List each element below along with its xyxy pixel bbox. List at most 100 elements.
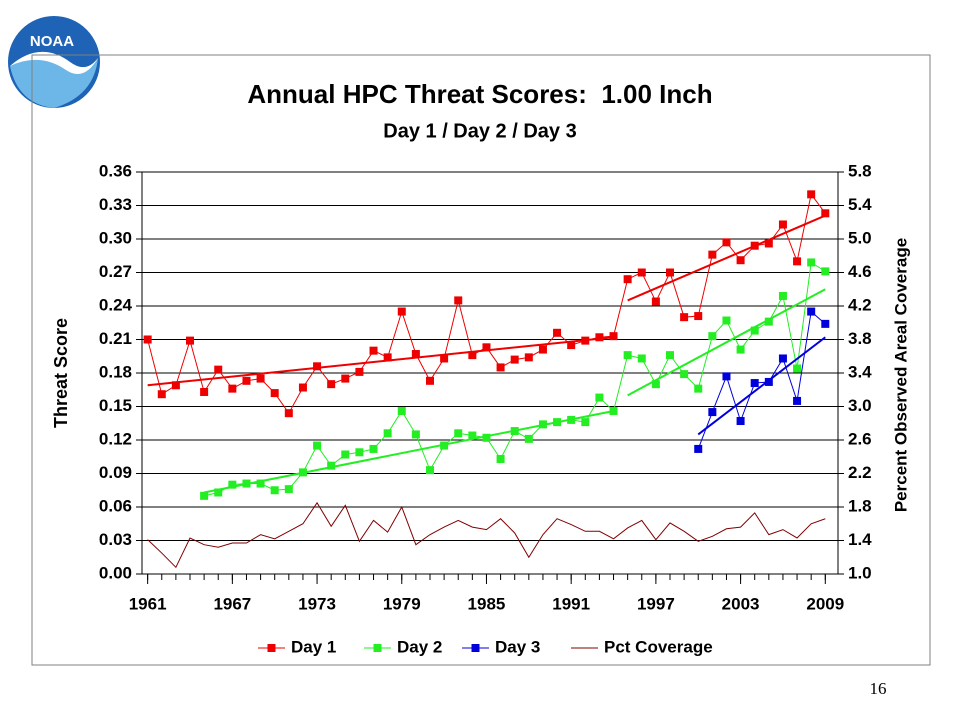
y-tick-label: 0.12 [99, 429, 132, 448]
x-tick-label: 1997 [637, 594, 675, 613]
y2-tick-label: 2.2 [848, 463, 872, 482]
marker [651, 297, 660, 306]
marker [524, 353, 533, 362]
marker [524, 434, 533, 443]
marker [171, 381, 180, 390]
marker [355, 367, 364, 376]
marker [694, 384, 703, 393]
trend-line [627, 214, 826, 302]
y-tick-label: 0.30 [99, 228, 132, 247]
marker [482, 343, 491, 352]
marker [778, 354, 787, 363]
marker [778, 220, 787, 229]
marker [468, 351, 477, 360]
marker [637, 268, 646, 277]
legend-marker [373, 644, 382, 652]
marker [666, 268, 674, 277]
marker [821, 209, 830, 218]
legend-marker [471, 644, 480, 652]
marker [369, 346, 378, 355]
marker [284, 485, 293, 494]
y2-tick-label: 1.8 [848, 496, 872, 515]
marker [764, 239, 773, 248]
marker [651, 380, 660, 389]
series-line [697, 310, 826, 450]
y-tick-label: 0.36 [99, 161, 132, 180]
series-line [147, 501, 826, 569]
x-tick-label: 2009 [806, 594, 844, 613]
marker [538, 420, 547, 429]
x-tick-label: 1973 [298, 594, 336, 613]
legend-marker [267, 644, 276, 652]
trend-line [697, 336, 826, 436]
marker [369, 444, 378, 453]
marker [708, 250, 717, 259]
marker [454, 429, 463, 438]
y2-tick-label: 3.8 [848, 329, 872, 348]
y-tick-label: 0.03 [99, 530, 132, 549]
marker [383, 353, 392, 362]
y2-tick-label: 3.4 [848, 362, 872, 381]
legend-label: Pct Coverage [604, 637, 713, 656]
marker [298, 468, 307, 477]
x-tick-label: 1979 [383, 594, 421, 613]
marker [256, 374, 265, 383]
marker [200, 387, 209, 396]
marker [807, 307, 816, 316]
chart-frame [31, 54, 931, 666]
marker [708, 408, 717, 417]
marker [228, 384, 237, 393]
marker [609, 332, 618, 341]
marker [143, 335, 152, 344]
marker [764, 377, 773, 386]
y-tick-label: 0.09 [99, 463, 132, 482]
logo-text: NOAA [30, 33, 74, 50]
marker [680, 370, 689, 379]
marker [270, 486, 279, 495]
marker [538, 345, 547, 354]
page-number: 16 [870, 679, 887, 698]
marker [327, 380, 336, 389]
marker [228, 480, 237, 489]
marker [496, 363, 505, 372]
marker [383, 429, 392, 438]
marker [722, 316, 731, 325]
marker [411, 430, 420, 439]
marker [327, 461, 336, 470]
marker [482, 433, 491, 442]
marker [736, 256, 745, 265]
marker [807, 258, 816, 267]
marker [821, 319, 830, 328]
marker [200, 491, 209, 500]
legend-label: Day 3 [495, 637, 540, 656]
marker [595, 393, 604, 402]
y2-tick-label: 5.8 [848, 161, 872, 180]
marker [313, 362, 322, 371]
y2-tick-label: 5.4 [848, 195, 872, 214]
y2-tick-label: 4.6 [848, 262, 872, 281]
marker [313, 441, 322, 450]
marker [623, 351, 632, 360]
marker [157, 390, 166, 399]
marker [567, 341, 576, 350]
marker [821, 267, 830, 276]
y-axis-title: Threat Score [51, 318, 71, 428]
marker [581, 336, 590, 345]
marker [440, 441, 449, 450]
marker [722, 238, 731, 247]
marker [694, 312, 703, 321]
y2-axis-title: Percent Observed Areal Coverage [891, 238, 910, 512]
chart-subtitle: Day 1 / Day 2 / Day 3 [383, 120, 576, 142]
marker [666, 351, 674, 360]
marker [793, 364, 802, 373]
marker [609, 406, 618, 415]
trend-line [627, 288, 826, 397]
marker [270, 389, 279, 398]
y-tick-label: 0.24 [99, 295, 133, 314]
marker [736, 345, 745, 354]
marker [284, 409, 293, 418]
marker [708, 332, 717, 341]
trend-line [147, 336, 614, 387]
marker [750, 326, 759, 335]
